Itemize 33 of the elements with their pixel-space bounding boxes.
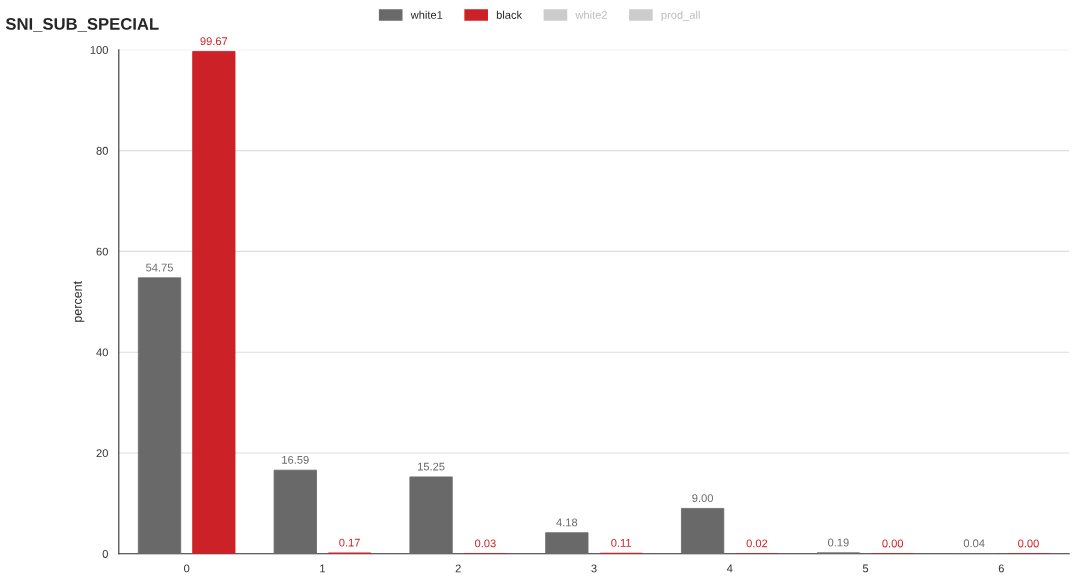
chart-title: SNI_SUB_SPECIAL (5, 18, 159, 32)
data-label: 0.00 (1018, 539, 1039, 548)
data-label: 0.03 (475, 539, 496, 548)
y-tick-label: 40 (96, 348, 108, 357)
y-axis-title: percent (73, 281, 85, 322)
data-label: 16.59 (282, 455, 309, 464)
legend-label: white1 (410, 10, 443, 19)
data-label: 0.19 (828, 538, 849, 547)
data-label: 15.25 (418, 462, 445, 471)
x-tick-label: 2 (455, 564, 461, 573)
data-label: 4.18 (556, 518, 578, 527)
y-tick-label: 20 (96, 449, 108, 458)
data-label: 9.00 (692, 494, 713, 503)
x-tick-label: 6 (998, 564, 1004, 573)
data-label: 54.75 (146, 263, 173, 272)
y-tick-label: 80 (96, 146, 108, 155)
data-label: 99.67 (200, 37, 228, 46)
y-tick-label: 100 (90, 46, 108, 54)
x-tick-label: 1 (320, 564, 325, 573)
data-label: 0.04 (963, 539, 985, 548)
legend-label: prod_all (661, 10, 700, 22)
data-label: 0.17 (339, 538, 360, 547)
x-tick-label: 0 (184, 564, 190, 573)
x-tick-label: 5 (862, 564, 869, 573)
x-tick-label: 3 (591, 564, 597, 573)
data-label: 0.11 (611, 538, 632, 547)
y-tick-label: 0 (102, 550, 108, 558)
y-tick-label: 60 (96, 247, 108, 256)
data-label: 0.00 (882, 539, 904, 548)
legend-label: white2 (575, 10, 607, 19)
legend-label: black (496, 10, 523, 19)
data-label: 0.02 (746, 539, 768, 548)
x-tick-label: 4 (726, 564, 733, 573)
